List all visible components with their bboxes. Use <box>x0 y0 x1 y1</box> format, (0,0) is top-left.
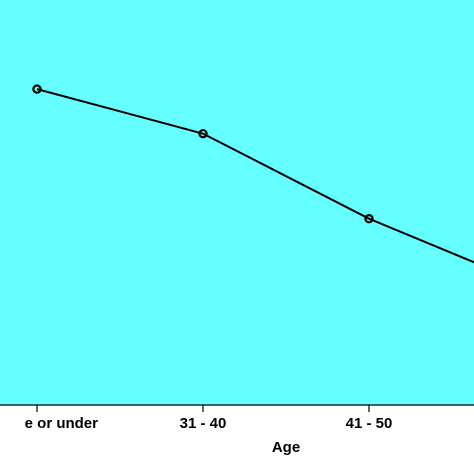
x-tick-label: 41 - 50 <box>346 415 393 432</box>
data-point <box>198 128 208 139</box>
x-axis-title: Age <box>272 439 300 456</box>
data-point <box>364 213 374 224</box>
series-line <box>36 88 474 264</box>
plot-area <box>0 0 474 405</box>
x-tick-label: e or under <box>25 415 99 432</box>
series-layer <box>32 84 474 264</box>
data-point <box>32 84 42 94</box>
x-tick-label: 31 - 40 <box>180 415 227 432</box>
x-axis-ticks: e or under 31 - 40 41 - 50 <box>25 405 393 432</box>
